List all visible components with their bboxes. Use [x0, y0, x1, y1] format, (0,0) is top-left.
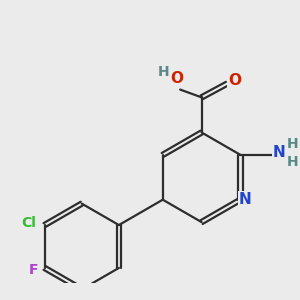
- Text: N: N: [273, 146, 286, 160]
- Text: H: H: [287, 155, 299, 169]
- Text: O: O: [170, 71, 183, 86]
- Text: O: O: [228, 73, 241, 88]
- Text: Cl: Cl: [21, 216, 36, 230]
- Text: H: H: [158, 65, 169, 79]
- Text: H: H: [286, 137, 298, 151]
- Text: F: F: [29, 263, 38, 277]
- Text: N: N: [239, 192, 252, 207]
